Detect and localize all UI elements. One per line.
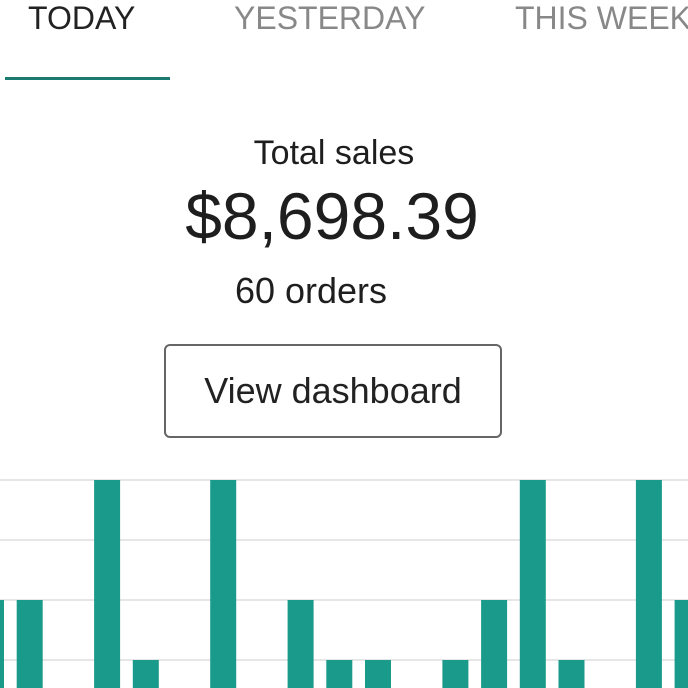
bar <box>519 480 546 688</box>
tab[interactable]: THIS WEEK <box>515 0 688 36</box>
bar <box>326 660 353 688</box>
sales-amount: $8,698.39 <box>185 179 479 253</box>
tab[interactable]: TODAY <box>28 0 136 36</box>
chart <box>0 479 688 688</box>
dashboard-button[interactable]: View dashboard <box>164 344 502 438</box>
tab[interactable]: YESTERDAY <box>234 0 426 36</box>
bar <box>481 600 508 688</box>
bar <box>635 480 662 688</box>
bar <box>442 660 469 688</box>
bar <box>365 660 391 688</box>
sales-label: Total sales <box>253 134 415 172</box>
bar <box>210 480 237 688</box>
bar <box>558 660 585 688</box>
bar <box>674 600 688 688</box>
tab-indicator <box>5 77 170 80</box>
bar <box>94 480 121 688</box>
bar <box>132 660 159 688</box>
bar <box>0 600 4 688</box>
orders-count: 60 orders <box>234 270 388 311</box>
bar <box>16 600 43 688</box>
bar <box>287 600 314 688</box>
